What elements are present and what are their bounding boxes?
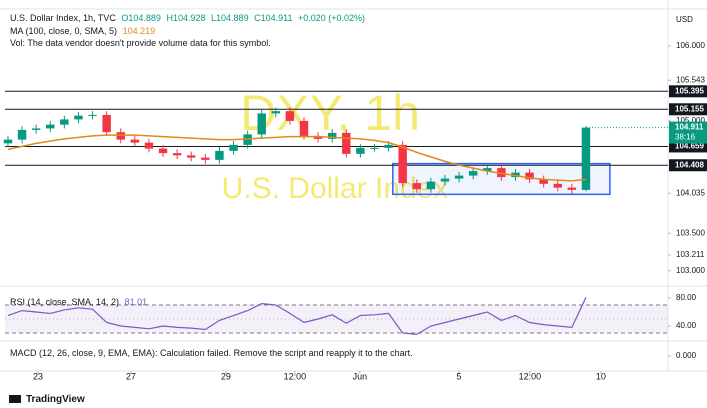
ma-line [7,134,587,182]
last-price-label: 104.911 [675,123,704,132]
candle-body [483,168,492,172]
candle-body [468,171,478,176]
y-tick-label: 103.000 [676,266,705,275]
level-label: 104.659 [675,142,704,151]
logo-mark [9,395,21,403]
ma-legend: MA (100, close, 0, SMA, 5) 104.219 [10,26,158,36]
candle-body [102,114,111,133]
candle-body [3,139,13,144]
candle-body [186,155,196,158]
y-tick-label: 80.00 [676,293,697,302]
y-tick-label: 103.500 [676,228,705,237]
candle-body [525,172,534,180]
candle-body [17,129,27,140]
countdown-label: 38:16 [675,133,696,142]
candle-body [412,183,422,190]
candle-body [74,115,83,120]
candle-body [285,111,295,121]
level-label: 105.155 [675,104,704,113]
candle-body [201,157,210,160]
candle-body [271,111,281,114]
rsi-name: RSI (14, close, SMA, 14, 2) [10,297,120,307]
level-label-box [669,159,707,172]
y-tick-label: 105.000 [676,116,705,125]
candle-body [539,179,548,184]
ohlc-close: C104.911 [254,13,293,23]
y-tick-label: 0.000 [676,351,697,360]
candle-body [31,128,41,130]
x-tick-label: 12:00 [284,371,307,381]
ohlc-high: H104.928 [166,13,206,23]
candle-body [384,144,393,148]
candle-body [567,187,577,190]
last-price-box [669,121,707,144]
candle-body [370,147,379,149]
ohlc-open: O104.889 [121,13,161,23]
x-tick-label: 10 [596,371,606,381]
candle-body [299,120,309,136]
candle-body [356,147,365,154]
ohlc-change: +0.020 (+0.02%) [297,13,366,23]
level-label-box [669,103,707,116]
x-tick-label: Jun [353,371,368,381]
candle-body [229,144,238,151]
footer-logo: TradingView [26,394,88,405]
price-legend: U.S. Dollar Index, 1h, TVC O104.889 H104… [10,13,368,23]
candle-body [342,132,351,154]
candle-body [553,183,562,188]
macd-name: MACD (12, 26, close, 9, EMA, EMA): Calcu… [10,348,413,358]
candle-body [215,150,224,160]
rsi-legend: RSI (14, close, SMA, 14, 2) 81.01 [10,297,150,307]
candle-body [60,119,69,125]
candle-body [46,124,55,129]
candle-body [257,113,266,135]
candle-body [426,181,436,190]
ma-name: MA (100, close, 0, SMA, 5) [10,26,118,36]
level-label: 105.395 [675,86,704,95]
y-tick-label: 40.00 [676,321,697,330]
volume-text: Vol: The data vendor doesn't provide vol… [10,38,271,48]
rsi-value: 81.01 [124,297,148,307]
candle-body [327,132,337,139]
logo-text: TradingView [26,394,85,405]
currency-label: USD [676,15,693,24]
candle-body [398,144,407,184]
x-tick-label: 29 [221,371,231,381]
x-tick-label: 12:00 [519,371,542,381]
candle-body [88,114,97,116]
x-tick-label: 5 [456,371,461,381]
ohlc-low: L104.889 [211,13,249,23]
y-tick-label: 106.000 [676,41,705,50]
candle-body [144,142,154,149]
y-tick-label: 103.211 [676,250,705,259]
volume-note: Vol: The data vendor doesn't provide vol… [10,38,274,48]
level-label-box [669,85,707,98]
y-tick-label: 104.035 [676,188,705,197]
ma-value: 104.219 [122,26,156,36]
candle-body [158,148,168,154]
candle-body [454,175,464,179]
candle-body [172,153,182,156]
macd-legend: MACD (12, 26, close, 9, EMA, EMA): Calcu… [10,348,416,358]
x-tick-label: 23 [33,371,43,381]
x-tick-label: 27 [126,371,136,381]
rsi-band [5,305,668,334]
level-label: 104.408 [675,160,704,169]
y-tick-label: 105.543 [676,75,705,84]
rsi-line [7,297,587,336]
watermark-symbol: DXY, 1h [240,85,420,141]
candle-body [130,139,140,143]
symbol-name: U.S. Dollar Index, 1h, TVC [10,13,116,23]
candle-body [581,127,591,190]
watermark-name: U.S. Dollar Index [222,172,449,205]
candle-body [440,178,450,182]
